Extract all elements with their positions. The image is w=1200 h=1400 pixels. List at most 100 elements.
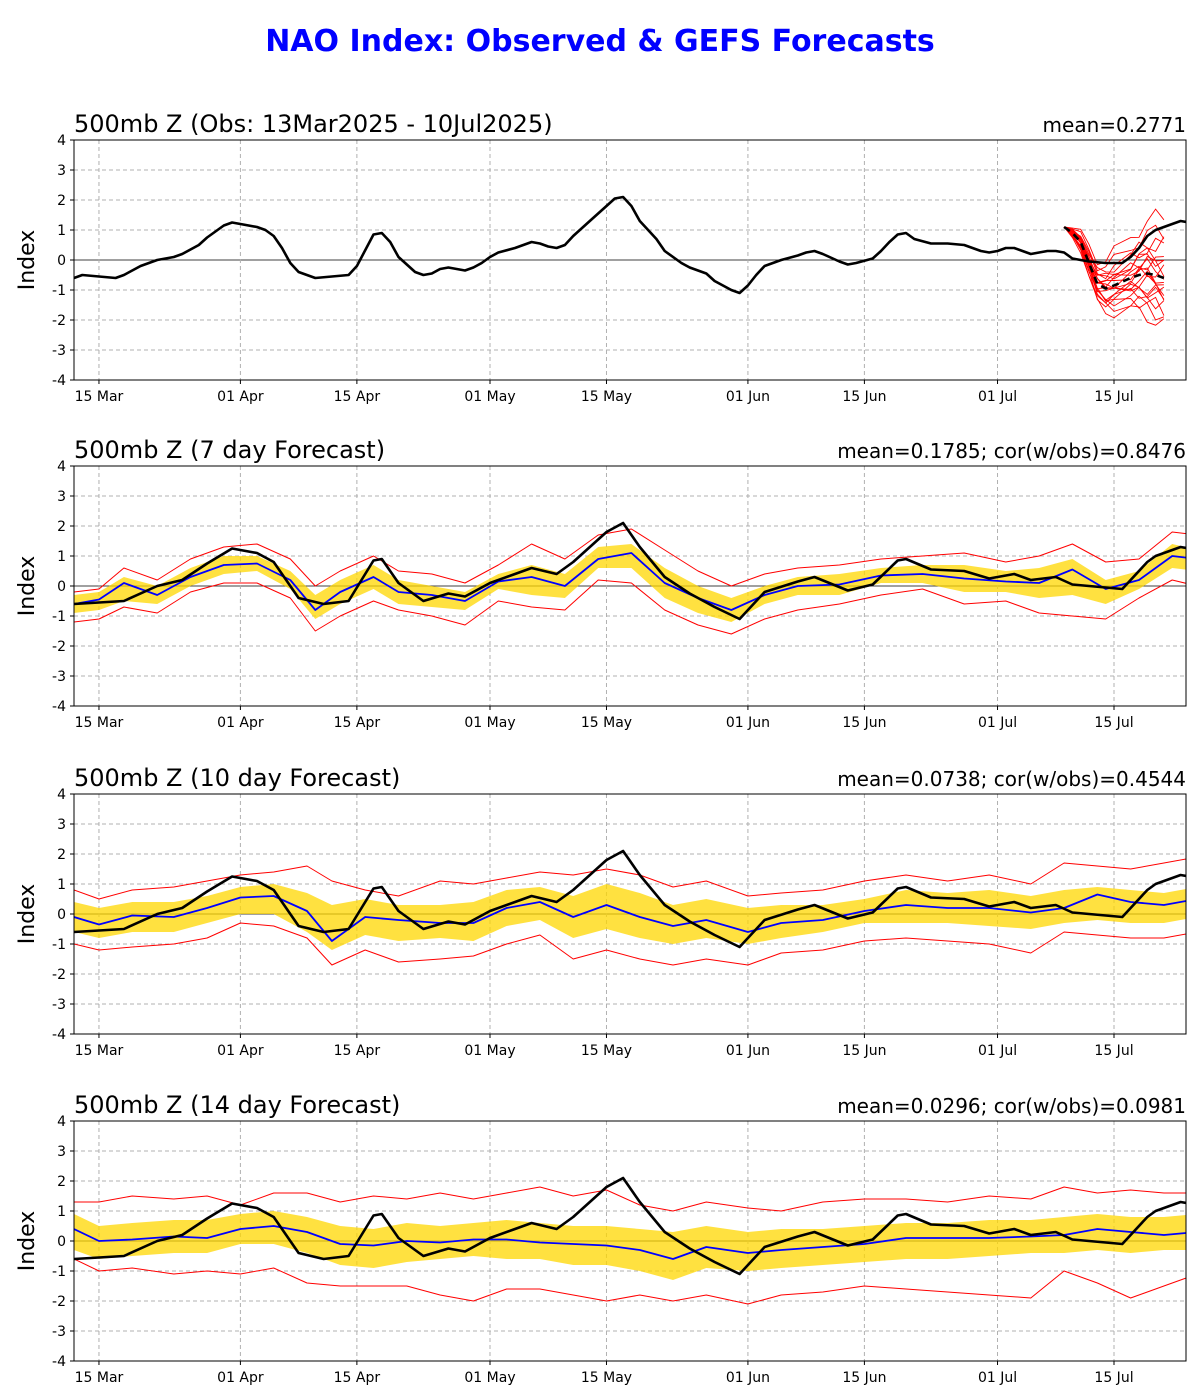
x-tick-label: 01 May: [464, 389, 515, 405]
min-member-line: [74, 1258, 1186, 1305]
y-tick-label: 3: [57, 163, 66, 179]
y-tick-label: 1: [57, 877, 66, 893]
forecast-member-line: [1064, 208, 1165, 266]
panel-2: 500mb Z (7 day Forecast) mean=0.1785; cor…: [15, 436, 1187, 731]
y-tick-label: -2: [52, 313, 66, 329]
panel-title: 500mb Z (7 day Forecast): [74, 436, 385, 464]
y-tick-label: 4: [57, 459, 66, 475]
x-tick-label: 15 May: [581, 1370, 632, 1386]
x-tick-label: 01 Jun: [726, 715, 770, 731]
y-tick-label: -2: [52, 639, 66, 655]
x-tick-label: 15 Apr: [334, 1370, 381, 1386]
observed-line: [74, 1176, 1186, 1276]
plot-frame: [73, 1120, 1187, 1362]
x-tick-label: 15 Jun: [842, 1370, 886, 1386]
forecast-mean-dashed-line: [1063, 225, 1165, 290]
y-axis-label: Index: [15, 230, 40, 291]
x-tick-label: 01 May: [464, 715, 515, 731]
forecast-member-line: [1063, 226, 1165, 302]
y-tick-label: 4: [57, 787, 66, 803]
plot-frame: [73, 793, 1187, 1035]
y-tick-label: 4: [57, 1114, 66, 1130]
forecast-member-line: [1063, 226, 1164, 289]
panel-stat-label: mean=0.0296; cor(w/obs)=0.0981: [837, 1094, 1186, 1118]
y-tick-label: 3: [57, 489, 66, 505]
x-tick-label: 15 Mar: [75, 389, 124, 405]
x-tick-label: 01 Jul: [978, 1043, 1017, 1059]
x-tick-label: 15 Apr: [334, 1043, 381, 1059]
x-tick-label: 15 Jun: [842, 389, 886, 405]
y-tick-label: 2: [57, 847, 66, 863]
y-tick-label: -4: [52, 1354, 66, 1370]
ensemble-mean-line: [74, 1225, 1186, 1260]
y-tick-label: 1: [57, 549, 66, 565]
y-tick-label: -4: [52, 1027, 66, 1043]
ensemble-spread-band: [74, 884, 1186, 950]
x-tick-label: 01 Jul: [978, 389, 1017, 405]
observed-line: [74, 521, 1186, 621]
y-tick-label: -1: [52, 283, 66, 299]
observed-line: [74, 849, 1186, 949]
x-tick-label: 01 Apr: [217, 389, 264, 405]
y-tick-label: -4: [52, 699, 66, 715]
panel-title: 500mb Z (14 day Forecast): [74, 1091, 400, 1119]
x-tick-label: 01 May: [464, 1370, 515, 1386]
plot-area: [74, 1176, 1186, 1305]
y-axis-label: Index: [15, 884, 40, 945]
x-tick-label: 01 Apr: [217, 1043, 264, 1059]
x-tick-label: 15 Apr: [334, 715, 381, 731]
y-tick-label: 2: [57, 193, 66, 209]
forecast-member-line: [1063, 226, 1165, 326]
max-member-line: [74, 528, 1186, 593]
plot-area: [74, 521, 1186, 635]
panel-4: 500mb Z (14 day Forecast) mean=0.0296; co…: [15, 1091, 1187, 1386]
y-tick-label: 3: [57, 1144, 66, 1160]
max-member-line: [74, 1186, 1186, 1212]
y-axis-label: Index: [15, 1211, 40, 1272]
plot-area: [74, 849, 1186, 966]
x-tick-label: 01 Jul: [978, 715, 1017, 731]
ensemble-spread-band: [74, 1211, 1186, 1280]
x-tick-label: 15 Jul: [1094, 715, 1133, 731]
panel-stat-label: mean=0.2771: [1043, 113, 1186, 137]
x-tick-label: 15 May: [581, 715, 632, 731]
x-tick-label: 01 Apr: [217, 715, 264, 731]
x-tick-label: 15 Jun: [842, 715, 886, 731]
forecast-member-line: [1063, 226, 1165, 304]
y-tick-label: 0: [57, 579, 66, 595]
y-tick-label: 3: [57, 817, 66, 833]
forecast-member-line: [1063, 226, 1165, 284]
x-tick-label: 15 Apr: [334, 389, 381, 405]
panel-1: 500mb Z (Obs: 13Mar2025 - 10Jul2025) mean…: [15, 110, 1187, 405]
x-tick-label: 01 May: [464, 1043, 515, 1059]
y-tick-label: -4: [52, 373, 66, 389]
y-tick-label: -3: [52, 343, 66, 359]
y-tick-label: 0: [57, 253, 66, 269]
y-tick-label: -1: [52, 937, 66, 953]
x-tick-label: 01 Jul: [978, 1370, 1017, 1386]
x-tick-label: 01 Jun: [726, 389, 770, 405]
panel-stat-label: mean=0.0738; cor(w/obs)=0.4544: [837, 767, 1186, 791]
x-tick-label: 15 May: [581, 389, 632, 405]
x-tick-label: 01 Jun: [726, 1370, 770, 1386]
x-tick-label: 15 Jun: [842, 1043, 886, 1059]
panel-title: 500mb Z (10 day Forecast): [74, 764, 400, 792]
panel-3: 500mb Z (10 day Forecast) mean=0.0738; co…: [15, 764, 1187, 1059]
figure-title: NAO Index: Observed & GEFS Forecasts: [265, 24, 935, 59]
min-member-line: [74, 922, 1186, 966]
y-tick-label: -1: [52, 1264, 66, 1280]
x-tick-label: 15 Jul: [1094, 389, 1133, 405]
x-tick-label: 15 May: [581, 1043, 632, 1059]
ensemble-mean-line: [74, 552, 1186, 611]
forecast-member-line: [1063, 224, 1165, 272]
y-tick-label: 0: [57, 1234, 66, 1250]
forecast-member-line: [1063, 226, 1164, 288]
ensemble-spread-band: [74, 544, 1186, 622]
ensemble-mean-line: [74, 893, 1186, 942]
x-tick-label: 01 Jun: [726, 1043, 770, 1059]
y-tick-label: -3: [52, 669, 66, 685]
plot-frame: [73, 139, 1187, 381]
y-axis-label: Index: [15, 556, 40, 617]
y-tick-label: 4: [57, 133, 66, 149]
